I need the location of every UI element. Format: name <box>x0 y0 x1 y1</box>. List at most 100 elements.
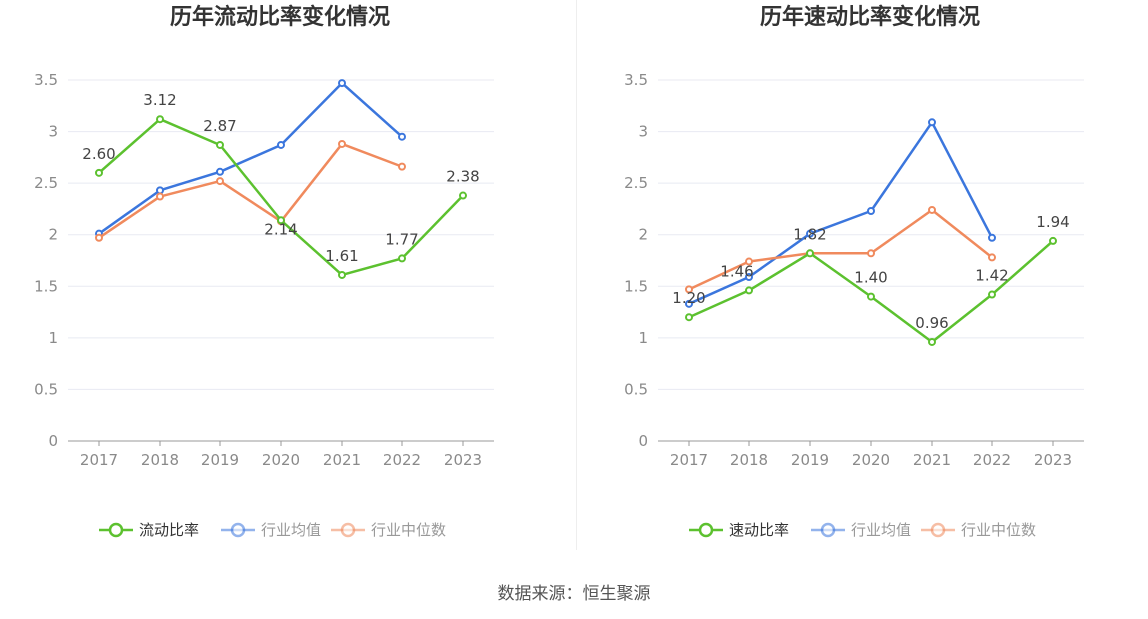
x-tick-label: 2018 <box>730 451 768 469</box>
series-main: 2.60 3.12 2.87 2.14 1.61 1.77 2.38 <box>82 91 480 279</box>
data-point <box>928 205 936 214</box>
x-tick-label: 2020 <box>262 451 300 469</box>
series-avg <box>685 118 996 308</box>
data-source-text: 数据来源：恒生聚源 <box>497 584 651 604</box>
data-point <box>156 192 164 201</box>
x-tick-label: 2019 <box>201 451 239 469</box>
series-line <box>98 81 403 235</box>
legend-marker <box>340 522 356 538</box>
x-tick-label: 2021 <box>913 451 951 469</box>
data-label: 1.61 <box>325 247 358 265</box>
y-tick-label: 3.5 <box>624 71 648 89</box>
data-point <box>216 167 224 176</box>
legend-label: 流动比率 <box>139 521 199 539</box>
data-point <box>398 162 406 171</box>
chart-panel-2: 历年速动比率变化情况 0 0.5 1 1.5 2 2.5 3 3.5 2017 2018 2019 20… <box>624 4 1084 539</box>
series-median <box>95 139 406 242</box>
data-point <box>216 140 224 149</box>
series-main: 1.20 1.46 1.82 1.40 0.96 1.42 1.94 <box>672 213 1070 346</box>
legend-label: 行业均值 <box>851 521 911 539</box>
data-label: 2.14 <box>264 220 297 238</box>
legend-label: 速动比率 <box>729 521 789 539</box>
y-tick-label: 3 <box>638 123 648 141</box>
data-point <box>1049 236 1057 245</box>
y-tick-label: 1.5 <box>624 277 648 295</box>
legend-item-median: 行业中位数 <box>331 521 446 539</box>
legend-label: 行业中位数 <box>371 521 446 539</box>
x-tick-label: 2017 <box>80 451 118 469</box>
data-label: 2.38 <box>446 168 479 186</box>
legend-item-main: 速动比率 <box>689 521 789 539</box>
data-label: 1.42 <box>975 267 1008 285</box>
series-line <box>98 142 403 239</box>
data-point <box>156 186 164 195</box>
data-point <box>745 257 753 266</box>
data-point <box>277 140 285 149</box>
y-tick-label: 3 <box>48 123 58 141</box>
legend-marker <box>230 522 246 538</box>
data-point <box>928 337 936 346</box>
data-point <box>867 292 875 301</box>
data-point <box>338 79 346 88</box>
y-tick-label: 2.5 <box>34 174 58 192</box>
data-point <box>338 139 346 148</box>
x-tick-label: 2021 <box>323 451 361 469</box>
x-tick-label: 2023 <box>444 451 482 469</box>
data-point <box>685 313 693 322</box>
data-point <box>867 206 875 215</box>
data-label: 2.87 <box>203 117 236 135</box>
data-label: 1.82 <box>793 225 826 243</box>
legend-item-avg: 行业均值 <box>221 521 321 539</box>
data-point <box>745 273 753 282</box>
data-point <box>459 191 467 200</box>
legend-marker <box>108 522 124 538</box>
legend-marker <box>930 522 946 538</box>
data-point <box>95 233 103 242</box>
data-point <box>867 249 875 258</box>
data-label: 1.20 <box>672 289 705 307</box>
y-tick-label: 0.5 <box>34 380 58 398</box>
data-point <box>806 229 814 238</box>
data-point <box>988 290 996 299</box>
data-label: 3.12 <box>143 91 176 109</box>
data-point <box>685 285 693 294</box>
data-point <box>277 216 285 225</box>
y-tick-label: 1 <box>638 329 648 347</box>
x-tick-label: 2023 <box>1034 451 1072 469</box>
y-tick-label: 2 <box>48 226 58 244</box>
data-label: 0.96 <box>915 314 948 332</box>
data-point <box>156 115 164 124</box>
series-line <box>688 208 993 291</box>
legend-marker <box>820 522 836 538</box>
legend-marker <box>698 522 714 538</box>
y-tick-label: 2 <box>638 226 648 244</box>
data-label: 1.40 <box>854 269 887 287</box>
data-label: 2.60 <box>82 145 115 163</box>
x-tick-label: 2018 <box>141 451 179 469</box>
legend-label: 行业中位数 <box>961 521 1036 539</box>
y-tick-label: 0 <box>638 432 648 450</box>
y-tick-label: 3.5 <box>34 71 58 89</box>
y-tick-label: 1.5 <box>34 277 58 295</box>
x-tick-label: 2020 <box>852 451 890 469</box>
legend-item-main: 流动比率 <box>99 521 199 539</box>
data-point <box>988 253 996 262</box>
data-point <box>398 254 406 263</box>
data-point <box>745 286 753 295</box>
chart-title: 历年速动比率变化情况 <box>760 4 980 30</box>
legend-item-median: 行业中位数 <box>921 521 1036 539</box>
legend-item-avg: 行业均值 <box>811 521 911 539</box>
data-label: 1.46 <box>720 262 753 280</box>
legend-label: 行业均值 <box>261 521 321 539</box>
x-tick-label: 2022 <box>383 451 421 469</box>
data-point <box>988 233 996 242</box>
series-line <box>688 121 994 305</box>
data-point <box>338 270 346 279</box>
data-label: 1.77 <box>385 230 418 248</box>
data-point <box>95 168 103 177</box>
panel-divider <box>576 0 577 550</box>
chart-panel-1: 历年流动比率变化情况 0 0.5 1 1.5 2 2.5 3 3.5 2017 2018 2019 20… <box>34 4 494 539</box>
data-point <box>685 299 693 308</box>
